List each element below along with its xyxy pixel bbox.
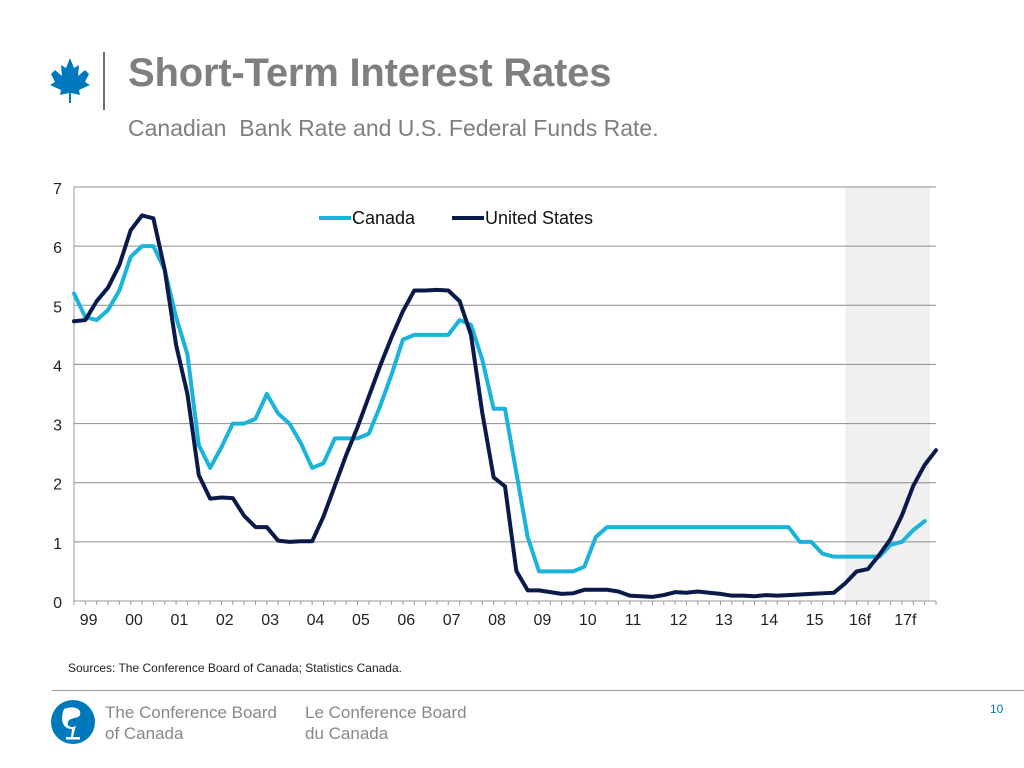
x-tick-label: 05	[352, 612, 370, 629]
title-divider	[103, 52, 105, 110]
x-tick-label: 04	[307, 612, 325, 629]
y-tick-label: 6	[53, 240, 62, 257]
x-tick-label: 15	[806, 612, 824, 629]
page-subtitle: Canadian Bank Rate and U.S. Federal Fund…	[128, 115, 659, 141]
page-number: 10	[990, 702, 1004, 716]
conference-board-logo-icon	[51, 700, 95, 744]
legend-canada-label: Canada	[352, 208, 416, 228]
sources-note: Sources: The Conference Board of Canada;…	[68, 661, 402, 675]
x-tick-label: 99	[80, 612, 98, 629]
x-tick-label: 12	[670, 612, 688, 629]
org-name-french-line2: du Canada	[305, 724, 389, 743]
canada-line	[72, 244, 927, 574]
maple-leaf-icon	[50, 58, 90, 103]
x-tick-label: 08	[488, 612, 506, 629]
x-tick-label: 06	[397, 612, 415, 629]
x-tick-label: 02	[216, 612, 234, 629]
y-tick-label: 5	[53, 299, 62, 316]
x-tick-label: 14	[760, 612, 778, 629]
x-tick-label: 01	[171, 612, 189, 629]
footer-divider	[52, 690, 1024, 691]
forecast-shading	[845, 187, 930, 601]
x-tick-label: 09	[533, 612, 551, 629]
x-tick-label: 17f	[894, 612, 917, 629]
x-tick-label: 13	[715, 612, 733, 629]
y-tick-label: 2	[53, 477, 62, 494]
y-tick-label: 4	[53, 358, 62, 375]
legend-united-states-label: United States	[485, 208, 593, 228]
x-tick-label: 07	[443, 612, 461, 629]
page-title: Short-Term Interest Rates	[128, 51, 612, 95]
x-tick-label: 16f	[849, 612, 872, 629]
x-tick-label: 00	[125, 612, 143, 629]
y-tick-label: 7	[53, 181, 62, 198]
x-tick-label: 10	[579, 612, 597, 629]
org-name-english-line2: of Canada	[105, 724, 184, 743]
y-tick-label: 1	[53, 536, 62, 553]
united-states-line	[72, 213, 938, 599]
x-tick-label: 11	[625, 612, 642, 629]
org-name-french: Le Conference Board du Canada	[305, 702, 467, 744]
org-name-french-line1: Le Conference Board	[305, 703, 467, 722]
org-name-english: The Conference Board of Canada	[105, 702, 277, 744]
y-tick-label: 0	[53, 595, 62, 612]
org-name-english-line1: The Conference Board	[105, 703, 277, 722]
y-tick-label: 3	[53, 418, 62, 435]
x-tick-label: 03	[261, 612, 279, 629]
